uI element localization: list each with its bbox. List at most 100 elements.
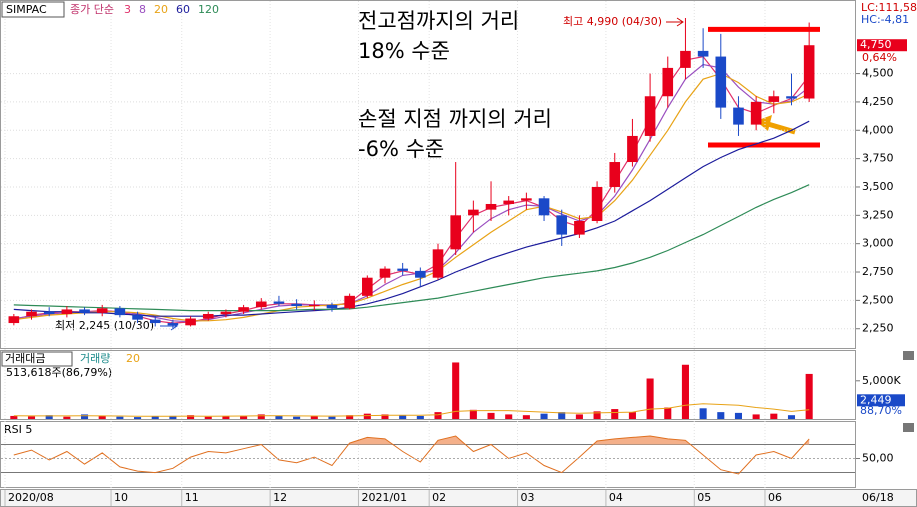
volume-bar [717,412,725,419]
change-label: 0,64% [862,51,897,64]
current-date: 06/18 [862,491,894,504]
candle-body [733,107,744,125]
lc-label: LC:111,58 [861,1,917,14]
y-tick-label: 3,500 [862,180,894,193]
price-badge-label: 4,750 [860,38,892,51]
candle-body [344,295,355,309]
candle-body [397,268,408,271]
candle-body [680,50,691,68]
candle-body [468,209,479,216]
volume-ma-name: 20 [126,352,140,365]
volume-bar [505,414,513,419]
legend-entry: 120 [198,3,219,16]
panel-button[interactable] [903,423,914,432]
candle-body [26,311,37,317]
candle-body [362,277,373,296]
x-tick-label: 05 [697,491,711,504]
plot [1,1,855,488]
volume-bar [328,416,336,419]
candle-body [768,96,780,102]
candle-body [715,56,727,108]
x-tick-label: 06 [768,491,782,504]
candle-body [273,301,285,304]
volume-panel [0,350,856,420]
candle-body [750,101,762,125]
volume-bar [240,415,248,419]
y-tick-label: 4,250 [862,95,894,108]
candle-body [503,200,515,204]
price-badge [857,39,907,52]
low-label: 최저 2,245 (10/30) [55,319,154,332]
candle-body [8,316,20,324]
candle-body [432,249,444,278]
ticker: SIMPAC [6,3,47,16]
candle-body [697,50,709,57]
candle-body [556,215,568,235]
x-tick-label: 04 [609,491,623,504]
candle-body [591,186,603,221]
candle-body [450,215,461,250]
volume-bar [734,412,743,419]
x-tick-label: 2021/01 [361,491,407,504]
x-tick-label: 11 [185,491,199,504]
volume-bar [98,415,106,419]
legend-label: 종가 단순 [70,3,114,16]
ratio-label: 88,70% [860,404,902,417]
y-tick-label: 2,500 [862,293,894,306]
annotation: 18% 수준 [358,39,450,63]
y-tick-label: 3,000 [862,237,894,250]
rsi-overbought-area [13,436,810,445]
candle-body [308,304,320,307]
volume-bar [646,378,654,419]
x-tick-label: 2020/08 [8,491,54,504]
annotation: 전고점까지의 거리 [358,9,519,33]
volume-info: 513,618주(86,79%) [6,366,112,379]
price-panel [0,0,856,349]
rsi-line [13,435,810,475]
volume-bar [169,415,177,419]
volume-bar [681,364,689,419]
y-tick-label: 50,00 [862,452,894,465]
y-tick-label: 4,500 [862,67,894,80]
y-tick-label: 2,250 [862,322,894,335]
x-tick-label: 10 [114,491,128,504]
volume-bar [346,415,354,419]
x-tick-label: 02 [432,491,446,504]
volume-bar [257,414,265,419]
candle-body [238,307,249,312]
ma-line [13,184,810,312]
volume-bar [275,415,283,419]
ma-line [13,120,810,317]
candle-body [43,311,55,314]
volume-title-box [1,351,73,367]
volume-bar [80,414,89,419]
volume-bar [10,415,18,419]
volume-bar [522,415,530,419]
volume-bar [540,413,548,419]
candle-body [149,319,161,324]
volume-bar [381,414,389,419]
candle-body [114,308,126,316]
volume-bar [63,416,71,419]
rsi-panel [0,421,856,488]
volume-bar [752,414,760,419]
volume-bar [187,415,195,419]
rsi-title: RSI 5 [4,423,32,436]
candle-body [644,96,656,136]
x-tick-label: 12 [273,491,287,504]
candle-body [415,270,426,278]
panel-button[interactable] [903,351,914,360]
legend-entry: 3 [124,3,131,16]
volume-bar [805,373,813,419]
candle-body [61,309,73,314]
volume-bar [204,416,212,419]
pointer-arrow-head [756,115,772,131]
candle-body [326,304,338,309]
volume-ma [13,403,810,417]
y-tick-label: 3,250 [862,208,894,221]
volume-bar [699,408,707,419]
volume-bar [558,412,566,419]
candle-body [132,315,143,320]
volume-bar [434,412,442,419]
